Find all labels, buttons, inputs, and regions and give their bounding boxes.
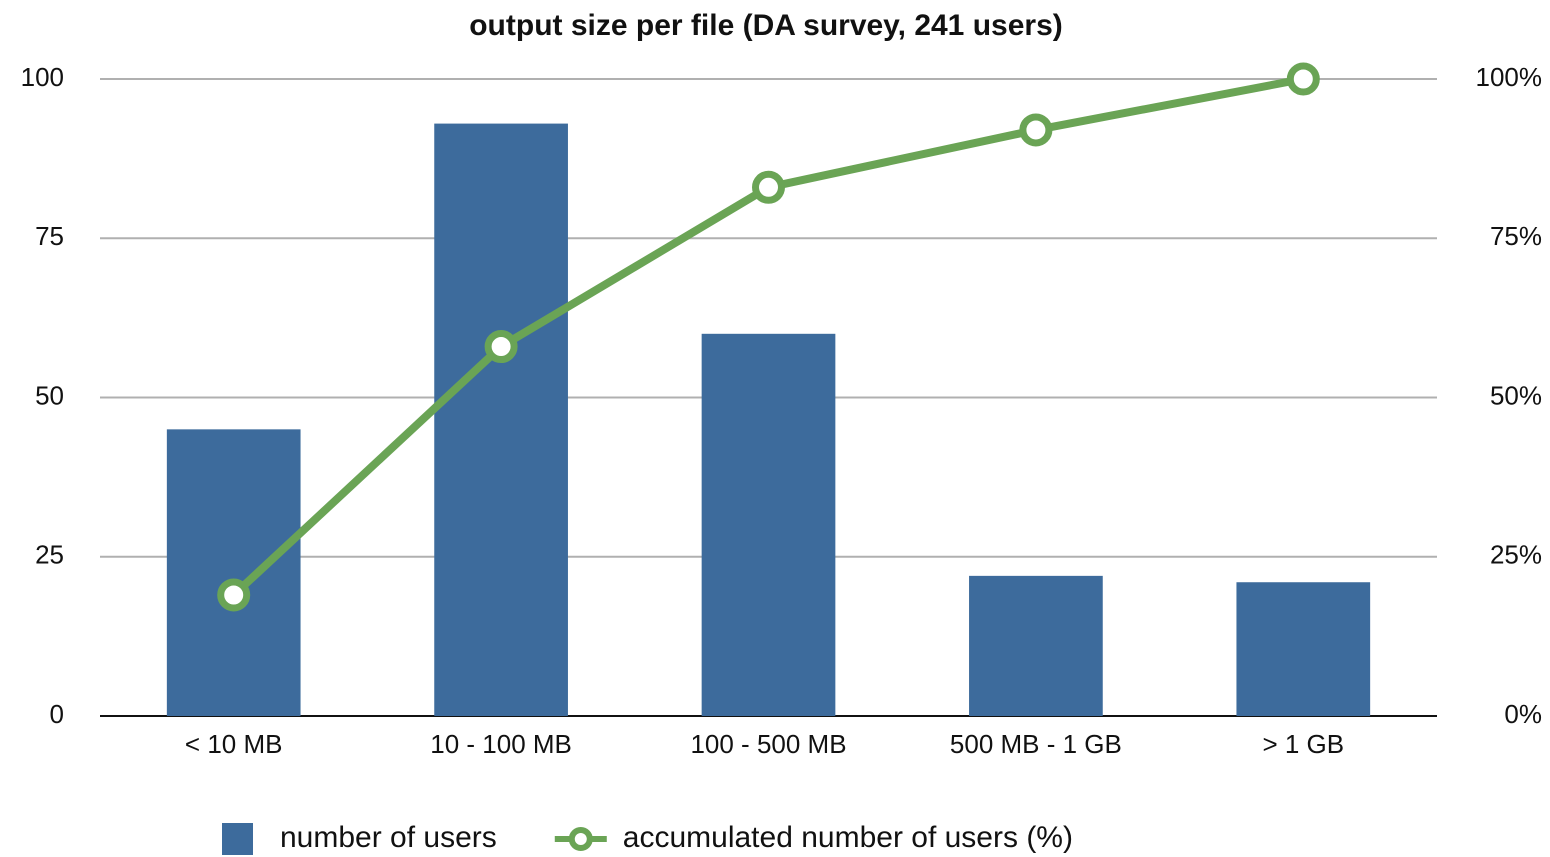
x-tick-label: > 1 GB xyxy=(1262,729,1344,759)
x-tick-label: < 10 MB xyxy=(185,729,283,759)
legend-label: accumulated number of users (%) xyxy=(623,821,1073,854)
x-tick-label: 100 - 500 MB xyxy=(690,729,846,759)
x-tick-label: 500 MB - 1 GB xyxy=(950,729,1122,759)
y2-tick-label: 25% xyxy=(1490,540,1542,570)
line-marker xyxy=(1286,62,1320,96)
y-tick-label: 25 xyxy=(35,540,64,570)
legend-marker xyxy=(568,827,593,851)
y2-tick-label: 0% xyxy=(1504,699,1542,729)
line-marker xyxy=(217,578,251,612)
y2-tick-label: 100% xyxy=(1476,62,1543,92)
bar xyxy=(1236,582,1371,716)
line-marker xyxy=(1019,113,1053,147)
chart-title: output size per file (DA survey, 241 use… xyxy=(469,9,1063,42)
y-tick-label: 50 xyxy=(35,380,64,410)
y-tick-label: 75 xyxy=(35,221,64,251)
bar xyxy=(969,575,1103,716)
y2-tick-label: 50% xyxy=(1490,380,1542,410)
bar xyxy=(166,429,301,716)
y-tick-label: 0 xyxy=(50,699,64,729)
y2-tick-label: 75% xyxy=(1490,221,1542,251)
line-marker xyxy=(752,170,785,204)
bar xyxy=(701,333,836,716)
legend-label: number of users xyxy=(280,821,497,854)
y-tick-label: 100 xyxy=(21,62,64,92)
bar xyxy=(434,123,568,717)
line-marker xyxy=(484,330,518,364)
legend-swatch xyxy=(222,823,253,855)
x-tick-label: 10 - 100 MB xyxy=(430,729,572,759)
